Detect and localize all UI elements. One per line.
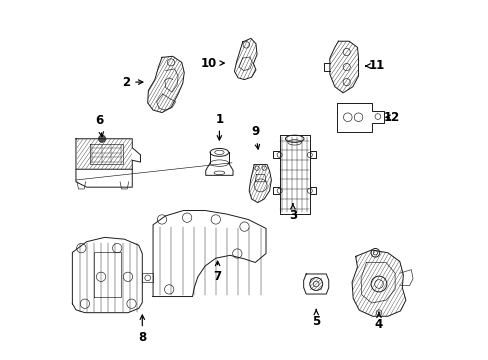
Text: 7: 7 — [213, 261, 221, 283]
Text: 10: 10 — [200, 57, 224, 69]
Text: 2: 2 — [122, 76, 142, 89]
Text: 4: 4 — [374, 312, 382, 331]
Text: 5: 5 — [311, 310, 320, 328]
Text: 6: 6 — [95, 114, 103, 136]
Text: 8: 8 — [138, 315, 146, 344]
Text: 9: 9 — [251, 125, 259, 149]
Text: 1: 1 — [215, 113, 223, 140]
Text: 3: 3 — [288, 204, 296, 222]
Circle shape — [99, 135, 105, 142]
Text: 11: 11 — [365, 59, 385, 72]
Text: 12: 12 — [384, 111, 400, 124]
